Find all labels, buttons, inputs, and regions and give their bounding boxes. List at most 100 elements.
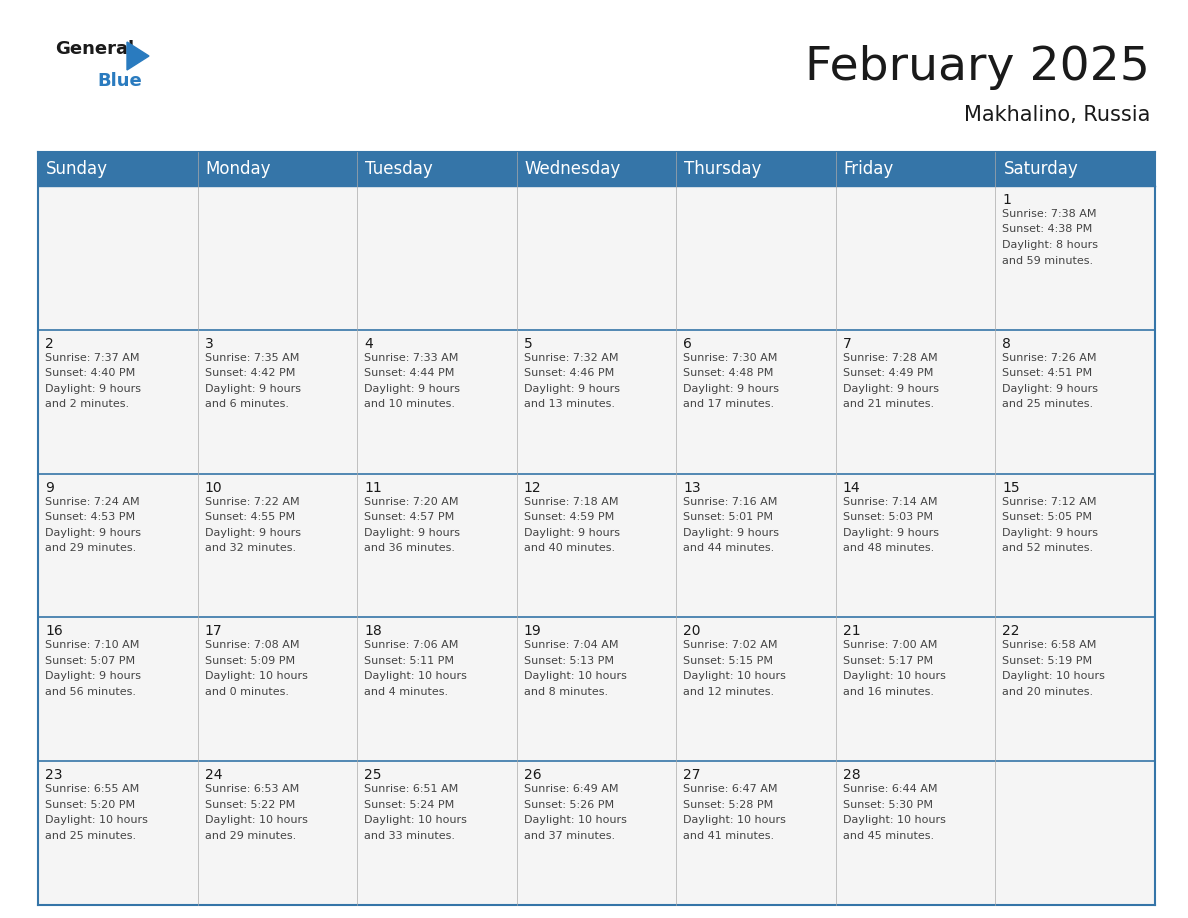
Text: Daylight: 9 hours: Daylight: 9 hours bbox=[683, 528, 779, 538]
Bar bbox=[197, 474, 358, 618]
Text: and 12 minutes.: and 12 minutes. bbox=[683, 687, 775, 697]
Bar bbox=[676, 474, 836, 618]
Text: Sunset: 5:26 PM: Sunset: 5:26 PM bbox=[524, 800, 614, 810]
Text: Daylight: 9 hours: Daylight: 9 hours bbox=[204, 384, 301, 394]
Text: February 2025: February 2025 bbox=[805, 45, 1150, 90]
Bar bbox=[517, 152, 676, 186]
Text: Sunset: 4:53 PM: Sunset: 4:53 PM bbox=[45, 512, 135, 522]
Text: and 16 minutes.: and 16 minutes. bbox=[842, 687, 934, 697]
Text: 13: 13 bbox=[683, 481, 701, 495]
Text: Sunrise: 6:49 AM: Sunrise: 6:49 AM bbox=[524, 784, 618, 794]
Text: Sunset: 5:03 PM: Sunset: 5:03 PM bbox=[842, 512, 933, 522]
Bar bbox=[358, 761, 517, 905]
Text: Sunrise: 7:28 AM: Sunrise: 7:28 AM bbox=[842, 353, 937, 363]
Bar bbox=[996, 186, 1155, 330]
Text: 11: 11 bbox=[365, 481, 381, 495]
Text: Daylight: 10 hours: Daylight: 10 hours bbox=[683, 815, 786, 825]
Text: and 20 minutes.: and 20 minutes. bbox=[1003, 687, 1093, 697]
Bar bbox=[996, 330, 1155, 474]
Bar bbox=[676, 186, 836, 330]
Text: Daylight: 10 hours: Daylight: 10 hours bbox=[1003, 671, 1105, 681]
Text: 18: 18 bbox=[365, 624, 381, 638]
Text: 2: 2 bbox=[45, 337, 53, 351]
Bar bbox=[517, 618, 676, 761]
Text: Daylight: 8 hours: Daylight: 8 hours bbox=[1003, 240, 1099, 250]
Text: Sunrise: 7:24 AM: Sunrise: 7:24 AM bbox=[45, 497, 140, 507]
Text: 7: 7 bbox=[842, 337, 852, 351]
Text: Sunrise: 7:37 AM: Sunrise: 7:37 AM bbox=[45, 353, 139, 363]
Text: Sunrise: 7:00 AM: Sunrise: 7:00 AM bbox=[842, 641, 937, 650]
Text: Daylight: 9 hours: Daylight: 9 hours bbox=[524, 384, 620, 394]
Text: 16: 16 bbox=[45, 624, 63, 638]
Bar bbox=[197, 152, 358, 186]
Text: Sunday: Sunday bbox=[46, 160, 108, 178]
Text: Sunrise: 6:51 AM: Sunrise: 6:51 AM bbox=[365, 784, 459, 794]
Polygon shape bbox=[127, 42, 148, 70]
Bar bbox=[197, 618, 358, 761]
Text: Sunset: 4:46 PM: Sunset: 4:46 PM bbox=[524, 368, 614, 378]
Text: 1: 1 bbox=[1003, 193, 1011, 207]
Text: 17: 17 bbox=[204, 624, 222, 638]
Text: Sunrise: 6:44 AM: Sunrise: 6:44 AM bbox=[842, 784, 937, 794]
Text: and 21 minutes.: and 21 minutes. bbox=[842, 399, 934, 409]
Text: 14: 14 bbox=[842, 481, 860, 495]
Text: 28: 28 bbox=[842, 768, 860, 782]
Bar bbox=[517, 761, 676, 905]
Text: 15: 15 bbox=[1003, 481, 1020, 495]
Text: Sunset: 5:28 PM: Sunset: 5:28 PM bbox=[683, 800, 773, 810]
Text: 4: 4 bbox=[365, 337, 373, 351]
Bar bbox=[836, 330, 996, 474]
Text: Daylight: 10 hours: Daylight: 10 hours bbox=[683, 671, 786, 681]
Text: and 44 minutes.: and 44 minutes. bbox=[683, 543, 775, 554]
Text: Sunrise: 7:16 AM: Sunrise: 7:16 AM bbox=[683, 497, 778, 507]
Text: Sunset: 5:09 PM: Sunset: 5:09 PM bbox=[204, 655, 295, 666]
Text: and 29 minutes.: and 29 minutes. bbox=[45, 543, 137, 554]
Text: and 52 minutes.: and 52 minutes. bbox=[1003, 543, 1093, 554]
Text: Daylight: 10 hours: Daylight: 10 hours bbox=[842, 815, 946, 825]
Bar bbox=[676, 618, 836, 761]
Text: Sunrise: 7:22 AM: Sunrise: 7:22 AM bbox=[204, 497, 299, 507]
Text: Daylight: 9 hours: Daylight: 9 hours bbox=[842, 528, 939, 538]
Text: 10: 10 bbox=[204, 481, 222, 495]
Bar bbox=[38, 618, 197, 761]
Bar bbox=[38, 474, 197, 618]
Text: Daylight: 9 hours: Daylight: 9 hours bbox=[45, 671, 141, 681]
Text: General: General bbox=[55, 40, 134, 58]
Text: 23: 23 bbox=[45, 768, 63, 782]
Text: and 13 minutes.: and 13 minutes. bbox=[524, 399, 614, 409]
Text: Sunset: 5:11 PM: Sunset: 5:11 PM bbox=[365, 655, 454, 666]
Text: Blue: Blue bbox=[97, 72, 141, 90]
Text: 22: 22 bbox=[1003, 624, 1020, 638]
Text: 12: 12 bbox=[524, 481, 542, 495]
Text: Daylight: 9 hours: Daylight: 9 hours bbox=[365, 528, 460, 538]
Text: Sunrise: 7:06 AM: Sunrise: 7:06 AM bbox=[365, 641, 459, 650]
Text: and 48 minutes.: and 48 minutes. bbox=[842, 543, 934, 554]
Bar bbox=[38, 152, 197, 186]
Text: 26: 26 bbox=[524, 768, 542, 782]
Text: Sunset: 5:20 PM: Sunset: 5:20 PM bbox=[45, 800, 135, 810]
Text: and 33 minutes.: and 33 minutes. bbox=[365, 831, 455, 841]
Text: 20: 20 bbox=[683, 624, 701, 638]
Text: and 29 minutes.: and 29 minutes. bbox=[204, 831, 296, 841]
Text: and 37 minutes.: and 37 minutes. bbox=[524, 831, 615, 841]
Text: Sunset: 5:01 PM: Sunset: 5:01 PM bbox=[683, 512, 773, 522]
Bar bbox=[996, 618, 1155, 761]
Bar bbox=[358, 618, 517, 761]
Text: Daylight: 9 hours: Daylight: 9 hours bbox=[1003, 384, 1099, 394]
Text: Daylight: 9 hours: Daylight: 9 hours bbox=[365, 384, 460, 394]
Text: Sunrise: 7:18 AM: Sunrise: 7:18 AM bbox=[524, 497, 618, 507]
Text: 6: 6 bbox=[683, 337, 693, 351]
Text: Monday: Monday bbox=[206, 160, 271, 178]
Text: 24: 24 bbox=[204, 768, 222, 782]
Text: Sunset: 4:57 PM: Sunset: 4:57 PM bbox=[365, 512, 454, 522]
Text: Sunrise: 7:35 AM: Sunrise: 7:35 AM bbox=[204, 353, 299, 363]
Bar bbox=[996, 761, 1155, 905]
Text: 3: 3 bbox=[204, 337, 214, 351]
Text: Daylight: 9 hours: Daylight: 9 hours bbox=[842, 384, 939, 394]
Text: Sunset: 4:51 PM: Sunset: 4:51 PM bbox=[1003, 368, 1093, 378]
Text: Sunset: 5:13 PM: Sunset: 5:13 PM bbox=[524, 655, 614, 666]
Text: Sunrise: 6:53 AM: Sunrise: 6:53 AM bbox=[204, 784, 299, 794]
Text: 25: 25 bbox=[365, 768, 381, 782]
Text: Sunrise: 7:26 AM: Sunrise: 7:26 AM bbox=[1003, 353, 1097, 363]
Text: Sunset: 4:40 PM: Sunset: 4:40 PM bbox=[45, 368, 135, 378]
